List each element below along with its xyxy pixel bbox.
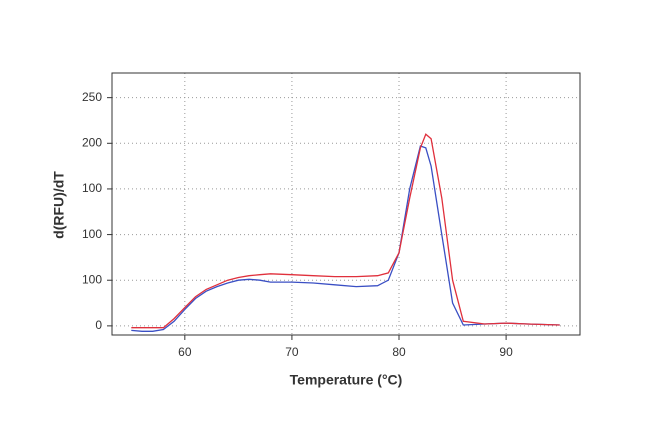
y-tick-label: 0 [95,318,102,332]
y-axis-label: d(RFU)/dT [51,171,67,239]
data-line [131,145,560,332]
data-line [131,133,560,329]
x-tick-label: 60 [178,345,192,359]
x-tick-label: 70 [285,345,299,359]
y-tick-label: 100 [82,272,102,286]
x-axis-label: Temperature (°C) [290,372,403,388]
x-tick-label: 80 [392,345,406,359]
y-tick-label: 100 [82,227,102,241]
x-tick-label: 90 [499,345,513,359]
y-tick-label: 100 [82,181,102,195]
y-tick-label: 250 [82,90,102,104]
y-tick-label: 200 [82,135,102,149]
plot-frame [111,72,581,336]
